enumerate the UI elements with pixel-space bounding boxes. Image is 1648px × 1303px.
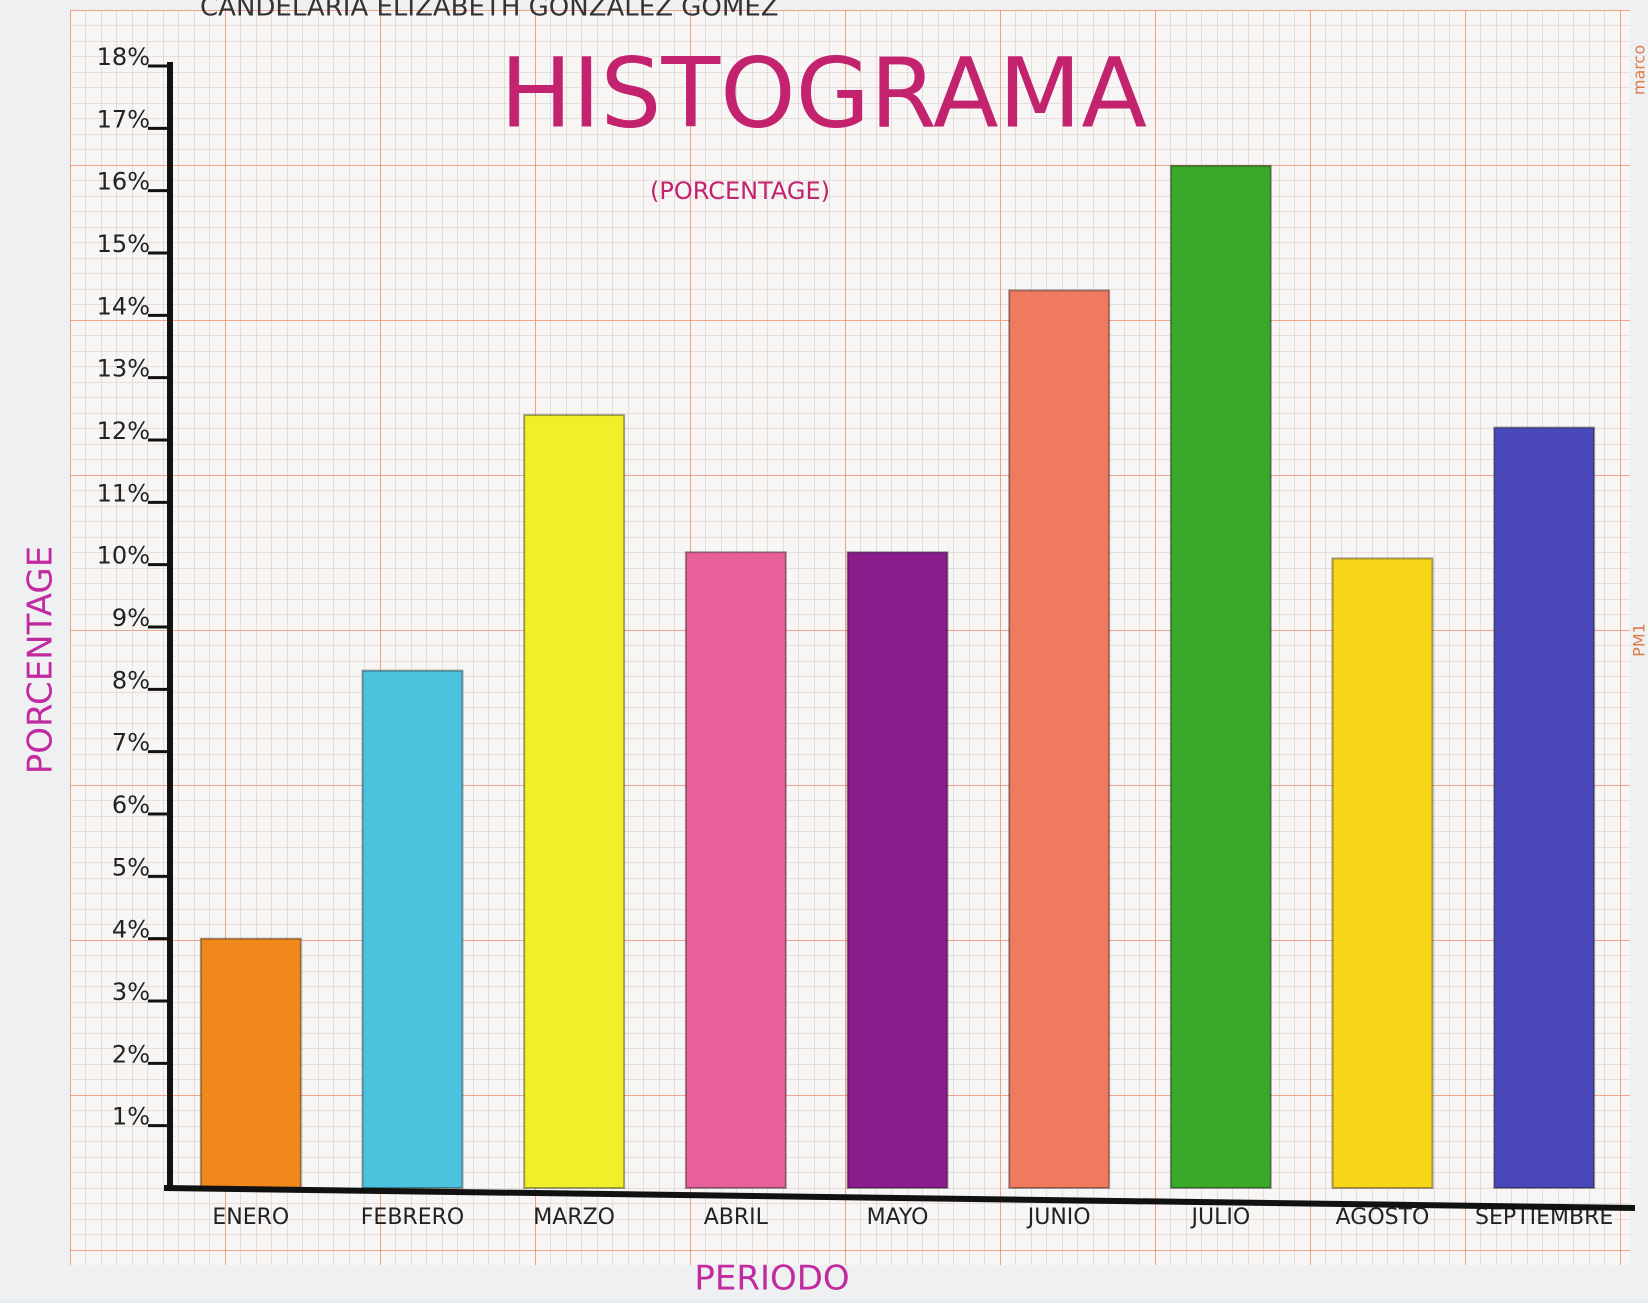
y-tick-label: 16%	[97, 168, 150, 196]
y-tick-label: 4%	[112, 916, 150, 944]
x-tick-label: FEBRERO	[361, 1205, 464, 1230]
paper-mark: PM1	[1630, 623, 1648, 657]
bar	[1333, 558, 1433, 1188]
bar	[524, 415, 624, 1188]
bar	[848, 552, 948, 1188]
bar	[1494, 428, 1594, 1188]
x-tick-label: AGOSTO	[1336, 1205, 1430, 1230]
author: CANDELARIA ELIZABETH GONZÁLEZ GÓMEZ	[200, 0, 779, 23]
x-tick-label: MARZO	[533, 1205, 615, 1230]
y-tick-label: 10%	[97, 542, 150, 570]
y-tick-label: 11%	[97, 479, 150, 507]
y-axis-label: PORCENTAGE	[21, 546, 61, 774]
y-tick-label: 3%	[112, 978, 150, 1006]
bar	[1171, 166, 1271, 1188]
bar	[363, 671, 463, 1188]
y-tick-label: 12%	[97, 417, 150, 445]
y-tick-label: 18%	[97, 43, 150, 71]
y-tick-label: 8%	[112, 666, 150, 694]
y-tick-label: 13%	[97, 355, 150, 383]
x-axis-label: PERIODO	[694, 1259, 849, 1299]
y-tick-label: 7%	[112, 729, 150, 757]
x-tick-label: ENERO	[212, 1205, 289, 1230]
bar	[201, 939, 301, 1188]
y-tick-label: 14%	[97, 292, 150, 320]
x-tick-label: JUNIO	[1026, 1205, 1091, 1230]
y-tick-label: 5%	[112, 853, 150, 881]
chart-subtitle: (PORCENTAGE)	[650, 177, 830, 205]
x-tick-label: MAYO	[867, 1205, 929, 1230]
bar	[1009, 290, 1109, 1188]
y-tick-label: 1%	[112, 1103, 150, 1131]
y-tick-label: 15%	[97, 230, 150, 258]
chart: CANDELARIA ELIZABETH GONZÁLEZ GÓMEZ HIST…	[0, 0, 1648, 1299]
x-tick-label: JULIO	[1190, 1205, 1251, 1230]
paper-mark: marco	[1630, 45, 1648, 95]
y-tick-label: 2%	[112, 1040, 150, 1068]
y-tick-label: 17%	[97, 105, 150, 133]
bar	[686, 552, 786, 1188]
y-tick-label: 9%	[112, 604, 150, 632]
chart-title: HISTOGRAMA	[500, 37, 1147, 149]
y-tick-label: 6%	[112, 791, 150, 819]
x-tick-label: ABRIL	[704, 1205, 769, 1230]
